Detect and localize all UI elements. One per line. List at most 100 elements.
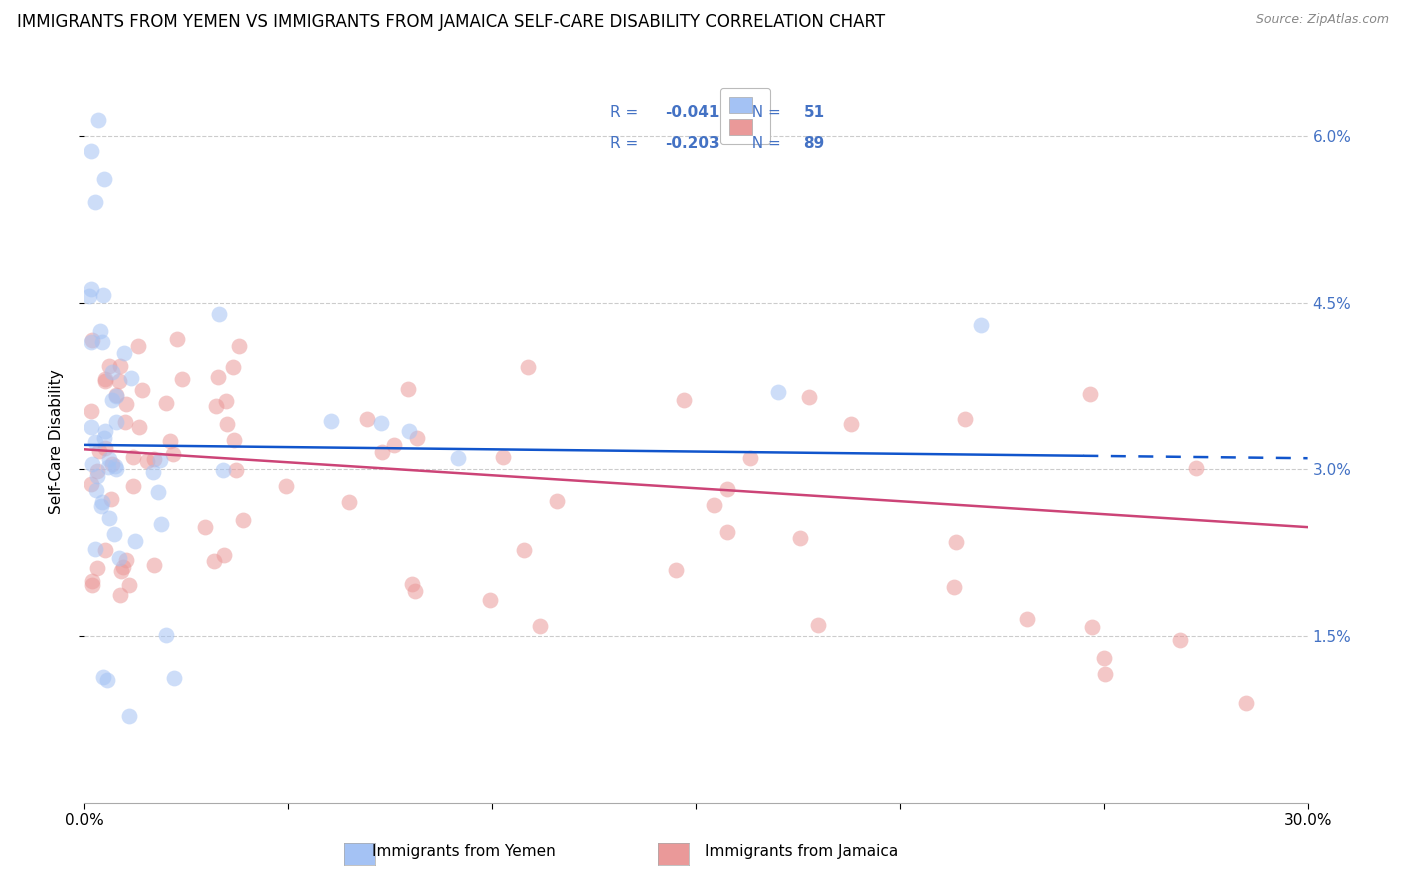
Point bbox=[93, 372, 115, 386]
Point bbox=[97, 511, 120, 525]
Point bbox=[943, 580, 966, 594]
Point bbox=[319, 414, 342, 428]
Text: Immigrants from Yemen: Immigrants from Yemen bbox=[373, 845, 555, 859]
Point bbox=[337, 495, 360, 509]
Point bbox=[1078, 387, 1101, 401]
Point bbox=[93, 171, 115, 186]
Point bbox=[382, 438, 405, 452]
Point bbox=[93, 431, 115, 445]
Point bbox=[166, 332, 188, 346]
Point bbox=[86, 469, 108, 483]
Point bbox=[108, 359, 131, 373]
Point bbox=[80, 577, 103, 591]
Point bbox=[672, 393, 695, 408]
Point bbox=[84, 483, 107, 497]
Point bbox=[446, 451, 468, 466]
Point bbox=[79, 288, 101, 302]
Point bbox=[87, 113, 110, 128]
Point bbox=[143, 558, 166, 572]
Point bbox=[91, 670, 114, 684]
Point bbox=[79, 477, 101, 491]
Point bbox=[807, 618, 830, 632]
Text: 51: 51 bbox=[804, 105, 825, 120]
Point bbox=[149, 453, 172, 467]
Point bbox=[1236, 696, 1258, 710]
Point bbox=[163, 671, 186, 685]
Point bbox=[89, 444, 111, 458]
Point bbox=[101, 365, 124, 379]
Text: N =: N = bbox=[742, 105, 786, 120]
Point bbox=[222, 360, 245, 375]
Point bbox=[96, 673, 118, 687]
Point bbox=[142, 451, 165, 466]
Point bbox=[122, 450, 145, 465]
Point bbox=[80, 144, 103, 158]
Text: R =: R = bbox=[610, 105, 644, 120]
Point bbox=[115, 553, 138, 567]
Point bbox=[111, 560, 134, 574]
Point bbox=[371, 445, 394, 459]
Point bbox=[124, 534, 146, 549]
Point bbox=[83, 195, 105, 210]
Point bbox=[208, 307, 231, 321]
Point bbox=[86, 464, 108, 478]
Point bbox=[122, 479, 145, 493]
Point bbox=[214, 394, 236, 409]
Point bbox=[94, 375, 117, 389]
Point bbox=[97, 359, 120, 373]
Point bbox=[716, 483, 738, 497]
Point bbox=[146, 484, 169, 499]
Point bbox=[194, 519, 217, 533]
Point bbox=[91, 335, 114, 350]
Point bbox=[107, 550, 129, 565]
Point bbox=[84, 542, 107, 557]
Text: -0.041: -0.041 bbox=[665, 105, 720, 120]
Point bbox=[170, 372, 193, 386]
Text: 89: 89 bbox=[804, 136, 825, 152]
Text: N =: N = bbox=[742, 136, 786, 152]
Point bbox=[131, 383, 153, 397]
Point bbox=[1081, 620, 1104, 634]
Point bbox=[215, 417, 238, 431]
Point bbox=[127, 339, 149, 353]
Point bbox=[404, 583, 426, 598]
Point bbox=[212, 548, 235, 562]
Point bbox=[1092, 651, 1115, 665]
Point bbox=[546, 494, 568, 508]
Point bbox=[118, 578, 141, 592]
Point bbox=[398, 425, 420, 439]
Point bbox=[90, 495, 112, 509]
Point bbox=[205, 399, 228, 413]
Point bbox=[1184, 461, 1206, 475]
Point bbox=[82, 574, 104, 588]
Point bbox=[1015, 612, 1038, 626]
Y-axis label: Self-Care Disability: Self-Care Disability bbox=[49, 369, 63, 514]
Point bbox=[101, 457, 124, 471]
Point bbox=[136, 454, 159, 468]
Point bbox=[155, 395, 177, 409]
Point bbox=[232, 513, 254, 527]
Point bbox=[94, 542, 117, 557]
Point bbox=[970, 318, 993, 332]
Point bbox=[98, 451, 121, 466]
Point bbox=[665, 563, 688, 577]
Point bbox=[150, 516, 173, 531]
Point bbox=[80, 457, 103, 471]
Point bbox=[396, 382, 419, 396]
Point bbox=[107, 374, 129, 388]
Point bbox=[401, 576, 423, 591]
Point bbox=[105, 462, 128, 476]
Point bbox=[100, 392, 122, 407]
Point bbox=[114, 397, 136, 411]
Point bbox=[945, 535, 967, 549]
Point bbox=[112, 346, 135, 360]
Point bbox=[162, 447, 184, 461]
Point bbox=[492, 450, 515, 464]
Point bbox=[839, 417, 862, 432]
Point bbox=[104, 389, 127, 403]
Point bbox=[703, 498, 725, 512]
Point bbox=[114, 415, 136, 429]
Point bbox=[370, 416, 392, 430]
Point bbox=[159, 434, 181, 449]
Text: -0.203: -0.203 bbox=[665, 136, 720, 152]
